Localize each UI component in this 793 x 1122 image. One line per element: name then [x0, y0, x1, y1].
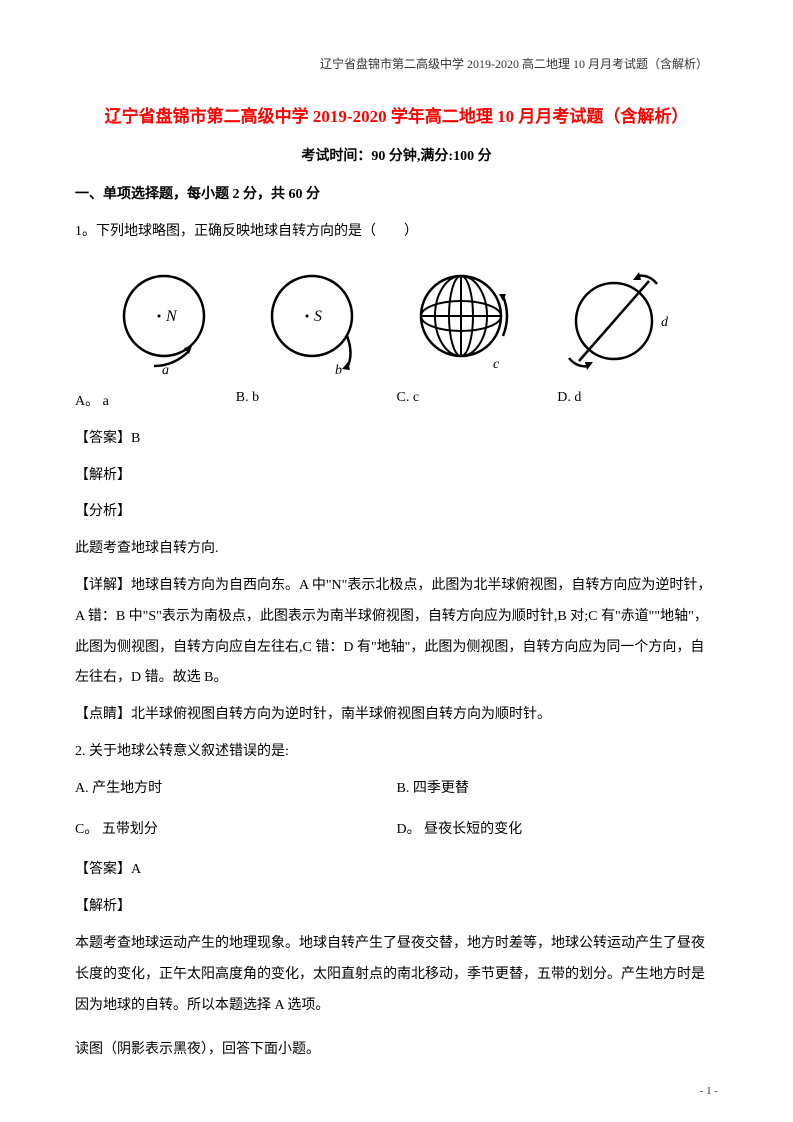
- q2-analysis-label: 【解析】: [75, 892, 718, 923]
- diagram-d: d: [559, 266, 679, 376]
- section-header: 一、单项选择题，每小题 2 分，共 60 分: [75, 183, 718, 203]
- q2-option-a: A. 产生地方时: [75, 774, 397, 805]
- q1-detail: 【详解】地球自转方向为自西向东。A 中"N"表示北极点，此图为北半球俯视图，自转…: [75, 571, 718, 694]
- svg-text:S: S: [314, 308, 322, 325]
- q1-options: A。 a B. b C. c D. d: [75, 390, 718, 410]
- svg-text:N: N: [165, 308, 178, 325]
- svg-text:b: b: [335, 363, 342, 376]
- q1-option-c: C. c: [397, 390, 558, 410]
- q1-fenxi-text: 此题考查地球自转方向.: [75, 534, 718, 565]
- page-number: - 1 -: [700, 1085, 718, 1097]
- diagram-row: N a S b c d: [75, 266, 718, 376]
- q1-fenxi-label: 【分析】: [75, 497, 718, 528]
- q2-option-c: C。 五带划分: [75, 815, 397, 846]
- q1-option-b: B. b: [236, 390, 397, 410]
- q2-options-row2: C。 五带划分 D。 昼夜长短的变化: [75, 815, 718, 846]
- q1-analysis-label: 【解析】: [75, 461, 718, 492]
- svg-text:d: d: [661, 315, 669, 330]
- q2-explanation: 本题考查地球运动产生的地理现象。地球自转产生了昼夜交替，地方时差等，地球公转运动…: [75, 929, 718, 1021]
- svg-text:c: c: [493, 357, 500, 372]
- next-prompt: 读图（阴影表示黑夜），回答下面小题。: [75, 1035, 718, 1066]
- q2-options-row1: A. 产生地方时 B. 四季更替: [75, 774, 718, 805]
- q1-option-d: D. d: [557, 390, 718, 410]
- page-header: 辽宁省盘锦市第二高级中学 2019-2020 高二地理 10 月月考试题（含解析…: [75, 55, 718, 72]
- q1-answer: 【答案】B: [75, 424, 718, 455]
- q2-stem: 2. 关于地球公转意义叙述错误的是:: [75, 737, 718, 768]
- exam-info: 考试时间：90 分钟,满分:100 分: [75, 145, 718, 165]
- diagram-b: S b: [262, 266, 372, 376]
- diagram-a: N a: [114, 266, 224, 376]
- diagram-c: c: [411, 266, 521, 376]
- document-title: 辽宁省盘锦市第二高级中学 2019-2020 学年高二地理 10 月月考试题（含…: [75, 102, 718, 127]
- q2-option-d: D。 昼夜长短的变化: [397, 815, 719, 846]
- q2-answer: 【答案】A: [75, 855, 718, 886]
- svg-text:a: a: [162, 363, 169, 376]
- q2-option-b: B. 四季更替: [397, 774, 719, 805]
- q1-comment: 【点睛】北半球俯视图自转方向为逆时针，南半球俯视图自转方向为顺时针。: [75, 700, 718, 731]
- q1-option-a: A。 a: [75, 390, 236, 410]
- q1-stem: 1。下列地球略图，正确反映地球自转方向的是（ ）: [75, 217, 718, 248]
